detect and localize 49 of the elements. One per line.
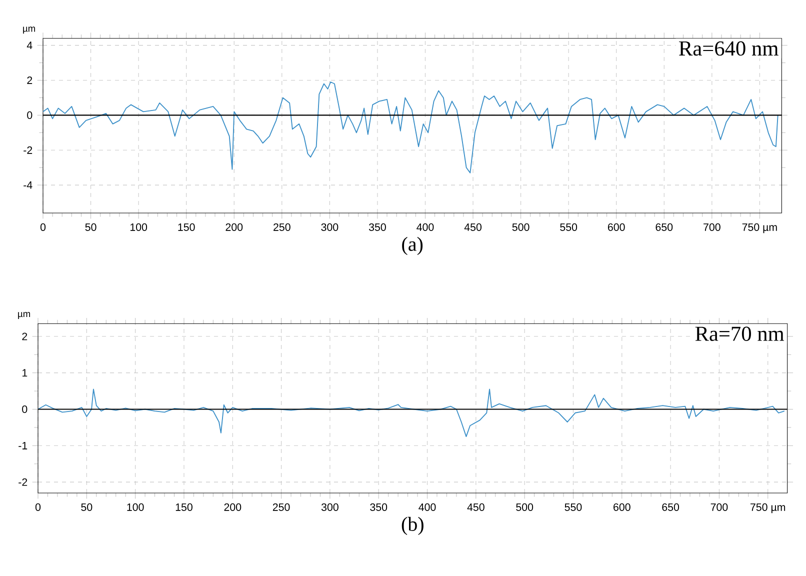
y-tick-label: 2: [27, 76, 32, 84]
x-tick-label: 750 µm: [742, 223, 777, 234]
y-tick-label: 0: [27, 111, 32, 119]
y-tick-label: -2: [18, 478, 28, 486]
x-tick-label: 250: [274, 223, 290, 231]
x-axis-title: (a): [402, 236, 423, 256]
y-tick-label: 1: [22, 369, 28, 376]
x-tick-label: 700: [704, 223, 720, 231]
x-tick-label: 500: [512, 223, 530, 231]
annotation: Ra=70 nm: [695, 326, 784, 341]
x-tick-label: 350: [370, 503, 388, 511]
x-tick-label: 200: [224, 503, 242, 511]
x-tick-label: 600: [614, 503, 630, 511]
x-tick-label: 400: [416, 223, 434, 231]
x-tick-label: 0: [35, 503, 41, 511]
y-tick-label: 2: [22, 332, 28, 340]
x-tick-label: 450: [467, 503, 484, 511]
x-tick-label: 50: [85, 223, 96, 231]
y-tick-label: 0: [22, 405, 28, 414]
x-tick-label: 100: [130, 223, 148, 231]
x-tick-label: 300: [321, 503, 338, 511]
x-tick-label: 200: [226, 223, 243, 231]
x-tick-label: 100: [127, 503, 144, 511]
x-tick-label: 600: [608, 223, 625, 231]
y-tick-label: 4: [26, 42, 32, 49]
x-tick-label: 450: [464, 223, 482, 231]
x-tick-label: 50: [81, 503, 92, 511]
x-axis-title: (b): [402, 516, 424, 536]
x-tick-label: 150: [178, 223, 195, 231]
x-tick-label: 250: [272, 503, 290, 511]
x-tick-label: 550: [560, 223, 578, 231]
x-tick-label: 700: [710, 503, 728, 511]
y-tick-label: -1: [18, 442, 28, 450]
line-series: [43, 82, 778, 174]
y-axis-title: µm: [23, 26, 35, 34]
y-axis-title: µm: [18, 312, 30, 319]
annotation: Ra=640 nm: [679, 41, 778, 56]
x-tick-label: 500: [516, 503, 534, 511]
x-tick-label: 750 µm: [750, 503, 786, 514]
y-tick-label: -4: [24, 181, 32, 189]
y-tick-label: -2: [24, 146, 32, 154]
x-tick-label: 650: [656, 223, 673, 231]
x-tick-label: 0: [40, 223, 46, 231]
x-tick-label: 550: [564, 503, 582, 511]
x-tick-label: 650: [662, 503, 680, 511]
x-tick-label: 350: [368, 223, 386, 231]
x-tick-label: 150: [176, 503, 192, 511]
x-tick-label: 300: [321, 223, 338, 231]
x-tick-label: 400: [418, 503, 436, 511]
